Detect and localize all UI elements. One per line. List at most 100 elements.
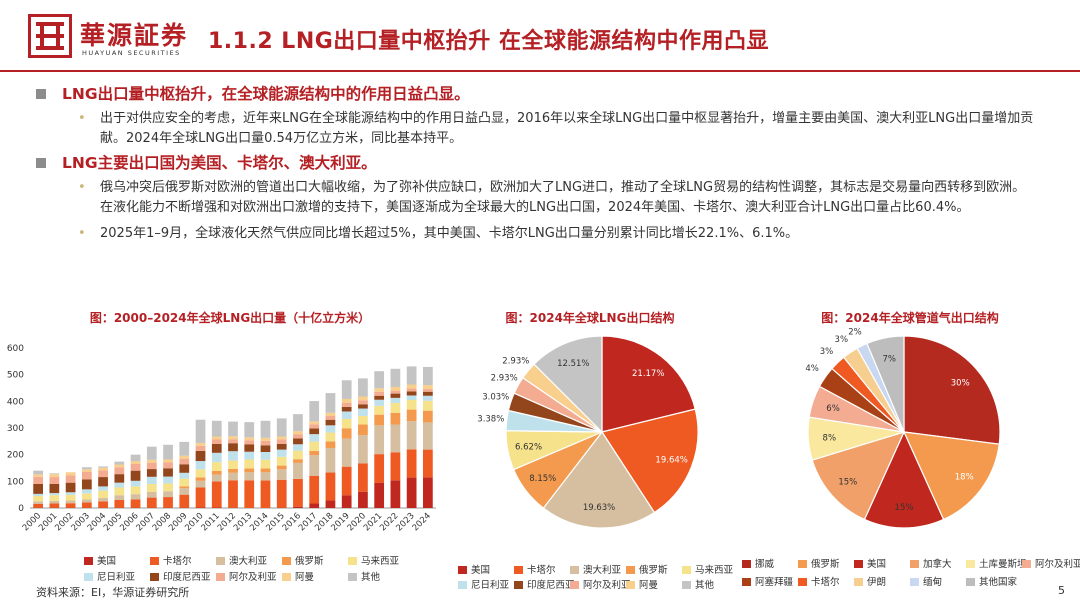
bar-segment [276,436,287,440]
bar-segment [406,449,417,478]
bar-segment [390,368,401,387]
bar-segment [81,469,92,472]
bar-segment [49,484,60,494]
bar-segment [195,445,206,451]
pie-slice [811,431,906,521]
legend-item: 阿尔及利亚 [1022,556,1080,570]
legend-item: 其他 [682,577,714,591]
bar-segment [341,418,352,429]
pipeline-export-pie-chart: 30%18%15%15%8%6%4%3%3%2%7% [805,328,1001,529]
huayuan-logo-seal [28,14,72,58]
bullet-text: • 2025年1–9月，全球液化天然气供应同比增长超过5%，其中美国、卡塔尔LNG… [78,226,799,241]
bar-segment [163,459,173,463]
y-tick-label: 200 [7,451,24,461]
bar-segment [358,404,368,409]
bar-segment [341,495,352,508]
bar-segment [406,400,417,410]
bar-segment [179,441,190,456]
legend-swatch [910,560,919,568]
bar-segment [260,420,271,438]
bar-segment [195,507,206,508]
bar-segment [244,459,255,469]
legend-swatch [798,578,807,586]
legend-swatch [1022,560,1031,568]
bar-segment [244,451,255,460]
bar-segment [195,469,206,478]
source-note: 资料来源：EI，华源证券研究所 [36,586,190,599]
pie-value-label: 2.93% [502,356,529,366]
bar-segment [81,467,92,470]
bar-segment [49,477,60,484]
bar-segment [49,493,60,496]
bullet-section: LNG出口量中枢抬升，在全球能源结构中的作用日益凸显。 • 出于对供应安全的考虑，… [34,80,1054,244]
legend-swatch [570,581,579,589]
pie-value-label: 8.15% [529,474,556,484]
bar-segment [325,416,336,420]
bar-segment [179,494,190,508]
bar-segment [211,444,222,453]
bar-segment [406,421,417,450]
bar-segment [374,425,385,455]
bar-segment [228,421,238,437]
bar-segment [325,500,336,508]
legend-item: 伊朗 [854,574,886,588]
bar-segment [244,472,255,481]
bar-segment [423,422,433,450]
bar-segment [341,380,352,399]
bar-segment [130,454,141,462]
bar-segment [293,462,303,479]
pie-value-label: 2.93% [491,373,518,383]
bar-segment [130,486,141,495]
bar-chart-title: 图：2000–2024年全球LNG出口量（十亿立方米） [89,311,371,325]
pie-slice [533,335,603,434]
bar-segment [276,444,287,450]
bar-segment [179,478,190,487]
lng-pie-title: 图：2024年全球LNG出口结构 [505,311,675,325]
bar-segment [146,484,157,492]
y-tick-label: 0 [18,504,24,514]
bar-segment [406,366,417,385]
bar-segment [276,439,287,444]
bar-segment [163,483,173,492]
bar-segment [325,472,336,501]
pie-value-label: 19.64% [655,456,687,466]
pie-value-label: 21.17% [632,369,664,379]
bar-segment [114,487,125,496]
legend-swatch [514,566,523,574]
bar-segment [228,468,238,473]
legend-swatch [626,566,635,574]
y-tick-label: 300 [7,424,24,434]
slide-title: 1.1.2 LNG出口量中枢抬升 在全球能源结构中作用凸显 [208,29,769,54]
bar-segment [179,486,190,489]
bar-segment [309,434,320,442]
bar-segment [293,450,303,460]
bar-segment [211,507,222,508]
bar-segment [228,451,238,461]
bar-segment [423,366,433,386]
bar-segment [260,452,271,460]
bar-segment [293,434,303,439]
lng-export-stacked-bar-chart: 0100200300400500600200020012002200320042… [7,344,436,533]
bar-segment [423,395,433,401]
bar-segment [130,494,141,500]
bar-segment [81,479,92,490]
bar-segment [81,493,92,500]
legend-item: 印度尼西亚 [150,569,211,583]
legend-item: 卡塔尔 [798,574,840,588]
bar-segment [374,482,385,508]
bar-segment [228,460,238,469]
legend-swatch [798,560,807,568]
bar-segment [195,450,206,462]
bar-segment [423,400,433,411]
bar-segment [390,480,401,508]
bar-segment [228,439,238,444]
bar-segment [179,464,190,473]
bar-segment [390,393,401,398]
legend-swatch [216,557,225,565]
bar-segment [293,431,303,435]
bar-segment [33,504,43,508]
bar-segment [195,442,206,446]
bar-segment [293,506,303,508]
bar-segment [211,470,222,475]
legend-item: 俄罗斯 [798,556,840,570]
